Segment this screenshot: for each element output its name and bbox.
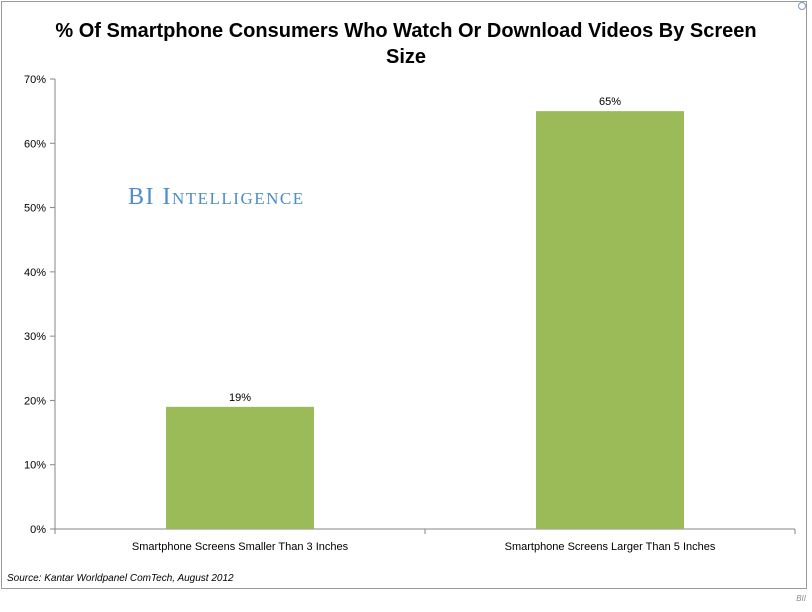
x-category-label: Smartphone Screens Smaller Than 3 Inches	[132, 541, 349, 553]
bar	[536, 111, 684, 530]
y-tick-label: 20%	[24, 395, 46, 407]
watermark-logo: BI Intelligence	[128, 184, 305, 210]
bar-data-label: 65%	[599, 96, 621, 108]
corner-mark: BII	[796, 594, 806, 603]
y-tick-label: 50%	[24, 203, 46, 215]
corner-circle-icon	[798, 2, 806, 10]
source-note: Source: Kantar Worldpanel ComTech, Augus…	[7, 573, 234, 584]
y-tick-label: 30%	[24, 331, 46, 343]
chart-title: % Of Smartphone Consumers Who Watch Or D…	[55, 20, 757, 68]
x-category-label: Smartphone Screens Larger Than 5 Inches	[505, 541, 716, 553]
y-tick-label: 0%	[30, 524, 46, 536]
y-tick-label: 70%	[24, 74, 46, 86]
bar	[166, 406, 314, 529]
y-tick-label: 10%	[24, 460, 46, 472]
y-tick-label: 60%	[24, 138, 46, 150]
y-tick-label: 40%	[24, 267, 46, 279]
bar-data-label: 19%	[229, 392, 251, 404]
